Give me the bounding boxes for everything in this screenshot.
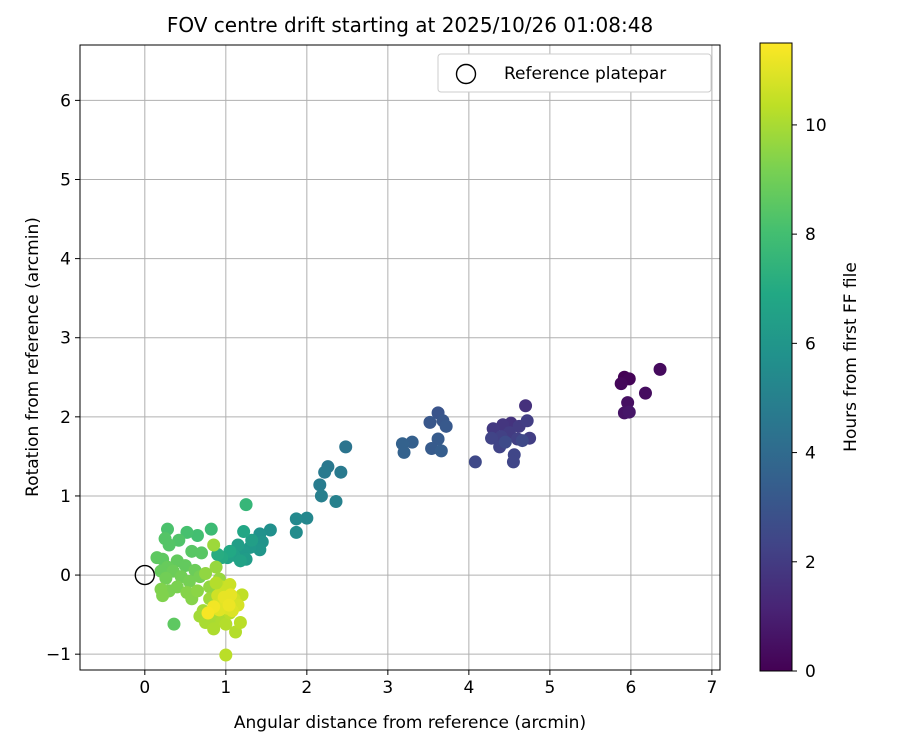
x-axis-label: Angular distance from reference (arcmin) — [234, 713, 586, 733]
x-tick-label: 7 — [706, 678, 717, 698]
data-point — [219, 648, 233, 662]
data-point — [167, 617, 181, 631]
x-tick-label: 2 — [301, 678, 312, 698]
data-point — [190, 584, 204, 598]
colorbar-tick-label: 6 — [805, 334, 816, 354]
data-point — [263, 523, 277, 537]
x-tick-label: 6 — [625, 678, 636, 698]
data-point — [239, 498, 253, 512]
colorbar-label: Hours from first FF file — [841, 262, 861, 452]
data-point — [314, 489, 328, 503]
data-point — [431, 432, 445, 446]
data-point — [638, 386, 652, 400]
y-tick-label: 5 — [60, 170, 71, 190]
y-tick-label: −1 — [46, 645, 71, 665]
data-point — [233, 616, 247, 630]
data-point — [339, 440, 353, 454]
data-point — [185, 544, 199, 558]
x-tick-label: 5 — [544, 678, 555, 698]
x-tick-label: 4 — [463, 678, 474, 698]
y-tick-label: 0 — [60, 566, 71, 586]
data-point — [614, 377, 628, 391]
data-point — [498, 435, 512, 449]
data-point — [219, 617, 233, 631]
colorbar-tick-label: 8 — [805, 225, 816, 245]
data-point — [329, 494, 343, 508]
y-tick-label: 3 — [60, 329, 71, 349]
colorbar-tick-label: 4 — [805, 444, 816, 464]
colorbar-tick-label: 0 — [805, 662, 816, 682]
reference-marker-layer — [134, 564, 156, 586]
legend-box — [437, 53, 712, 93]
data-point — [159, 571, 173, 585]
data-point — [434, 444, 448, 458]
data-point — [253, 543, 267, 557]
data-point — [207, 538, 221, 552]
data-point — [204, 522, 218, 536]
y-axis-ticks: −1 0 1 2 3 4 5 6 — [46, 91, 80, 665]
legend: Reference platepar — [437, 53, 712, 93]
data-point — [207, 622, 221, 636]
colorbar-gradient — [759, 42, 793, 672]
y-tick-label: 4 — [60, 250, 71, 270]
plot-frame — [79, 44, 721, 671]
data-point — [425, 441, 439, 455]
y-tick-label: 1 — [60, 487, 71, 507]
data-point — [485, 431, 499, 445]
data-point — [289, 525, 303, 539]
grid — [80, 45, 720, 670]
colorbar: 0 2 4 6 8 10 Hours from first FF file — [759, 42, 861, 682]
data-point — [468, 455, 482, 469]
reference-platepar-marker — [134, 564, 156, 586]
x-axis-ticks: 0 1 2 3 4 5 6 7 — [139, 670, 717, 698]
data-point — [622, 405, 636, 419]
data-point — [397, 445, 411, 459]
colorbar-ticks: 0 2 4 6 8 10 — [792, 116, 827, 682]
data-point — [156, 589, 170, 603]
data-point — [506, 455, 520, 469]
data-point — [653, 362, 667, 376]
data-point — [515, 434, 529, 448]
data-point — [195, 546, 209, 560]
data-point — [237, 525, 251, 539]
data-point — [318, 465, 332, 479]
x-tick-label: 3 — [382, 678, 393, 698]
y-tick-label: 2 — [60, 408, 71, 428]
x-tick-label: 1 — [220, 678, 231, 698]
data-point — [190, 529, 204, 543]
data-point — [423, 415, 437, 429]
scatter-points — [150, 362, 667, 662]
data-point — [180, 525, 194, 539]
data-point — [222, 598, 236, 612]
data-point — [233, 554, 247, 568]
data-point — [201, 606, 215, 620]
data-point — [245, 533, 259, 547]
colorbar-tick-label: 2 — [805, 553, 816, 573]
data-point — [520, 414, 534, 428]
data-point — [334, 465, 348, 479]
data-point — [519, 399, 533, 413]
data-point — [172, 533, 186, 547]
data-point — [209, 576, 223, 590]
y-tick-label: 6 — [60, 91, 71, 111]
data-point — [439, 419, 453, 433]
data-point — [289, 512, 303, 526]
data-point — [405, 435, 419, 449]
data-point — [182, 574, 196, 588]
x-tick-label: 0 — [139, 678, 150, 698]
colorbar-tick-label: 10 — [805, 116, 827, 136]
data-point — [209, 560, 223, 574]
data-point — [199, 566, 213, 580]
y-axis-label: Rotation from reference (arcmin) — [23, 217, 43, 497]
data-point — [162, 538, 176, 552]
chart-title: FOV centre drift starting at 2025/10/26 … — [167, 13, 653, 37]
legend-entry-label: Reference platepar — [504, 64, 666, 84]
data-point — [300, 511, 314, 525]
data-point — [313, 478, 327, 492]
data-point — [178, 559, 192, 573]
legend-reference-marker — [455, 63, 477, 85]
